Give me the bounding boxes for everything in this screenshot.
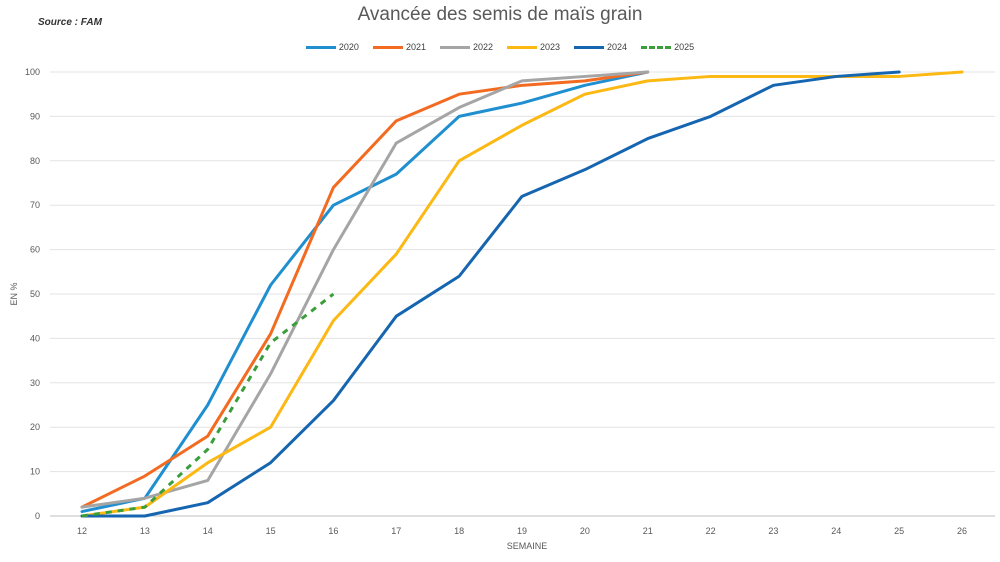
- series-lines: [80, 70, 964, 518]
- y-tick-label: 100: [25, 67, 40, 77]
- y-axis-title: EN %: [9, 282, 19, 305]
- legend-label: 2021: [405, 42, 426, 52]
- x-tick-label: 23: [768, 526, 778, 536]
- y-tick-label: 50: [30, 289, 40, 299]
- series-line-2020: [80, 70, 650, 514]
- x-tick-label: 14: [203, 526, 213, 536]
- x-tick-label: 22: [706, 526, 716, 536]
- series-line-2023: [80, 70, 964, 518]
- series-line-2021: [80, 70, 650, 509]
- legend-label: 2020: [338, 42, 359, 52]
- series-line-2024: [80, 70, 901, 518]
- legend-swatch: [305, 45, 336, 49]
- y-tick-label: 90: [30, 111, 40, 121]
- series-line-2025: [81, 292, 335, 518]
- y-tick-label: 0: [35, 511, 40, 521]
- x-tick-label: 19: [517, 526, 527, 536]
- legend-label: 2024: [607, 42, 628, 52]
- y-tick-label: 40: [30, 333, 40, 343]
- y-tick-label: 20: [30, 422, 40, 432]
- legend-item-2022: 2022: [439, 42, 493, 52]
- x-tick-label: 13: [140, 526, 150, 536]
- legend-label: 2023: [540, 42, 561, 52]
- x-tick-label: 16: [328, 526, 338, 536]
- legend-swatch: [574, 45, 605, 49]
- legend-item-2021: 2021: [372, 42, 426, 52]
- x-tick-label: 15: [266, 526, 276, 536]
- y-tick-label: 80: [30, 156, 40, 166]
- x-tick-label: 24: [831, 526, 841, 536]
- legend-item-2024: 2024: [574, 42, 627, 52]
- y-tick-label: 30: [30, 378, 40, 388]
- x-tick-label: 26: [957, 526, 967, 536]
- legend-item-2020: 2020: [305, 42, 359, 52]
- legend-label: 2025: [674, 42, 695, 52]
- x-tick-label: 25: [894, 526, 904, 536]
- gridlines: [50, 71, 995, 517]
- legend-item-2023: 2023: [507, 42, 560, 52]
- y-tick-label: 60: [30, 245, 40, 255]
- series-line-2022: [80, 70, 650, 509]
- legend-swatch: [507, 45, 537, 49]
- legend-swatch: [641, 45, 672, 49]
- legend-swatch: [439, 45, 470, 49]
- x-tick-label: 17: [391, 526, 401, 536]
- legend-swatch: [372, 45, 403, 49]
- y-tick-label: 10: [30, 467, 40, 477]
- x-tick-label: 21: [643, 526, 653, 536]
- legend-label: 2022: [472, 42, 493, 52]
- chart-legend: 2020 2021 2022 2023 2024 2025: [0, 42, 1000, 52]
- x-tick-label: 12: [77, 526, 87, 536]
- source-note: Source : FAM: [38, 17, 102, 28]
- x-tick-label: 20: [580, 526, 590, 536]
- x-axis-title: SEMAINE: [507, 541, 548, 551]
- chart-title: Avancée des semis de maïs grain: [357, 4, 643, 25]
- x-tick-label: 18: [454, 526, 464, 536]
- x-axis-ticks: 12 13 14 15 16 17 18 19 20 21 22 23 24 25 26: [77, 526, 967, 536]
- y-tick-label: 70: [30, 200, 40, 210]
- y-axis-ticks: 0 10 20 30 40 50 60 70 80 90 100: [25, 67, 40, 521]
- legend-item-2025: 2025: [641, 42, 694, 52]
